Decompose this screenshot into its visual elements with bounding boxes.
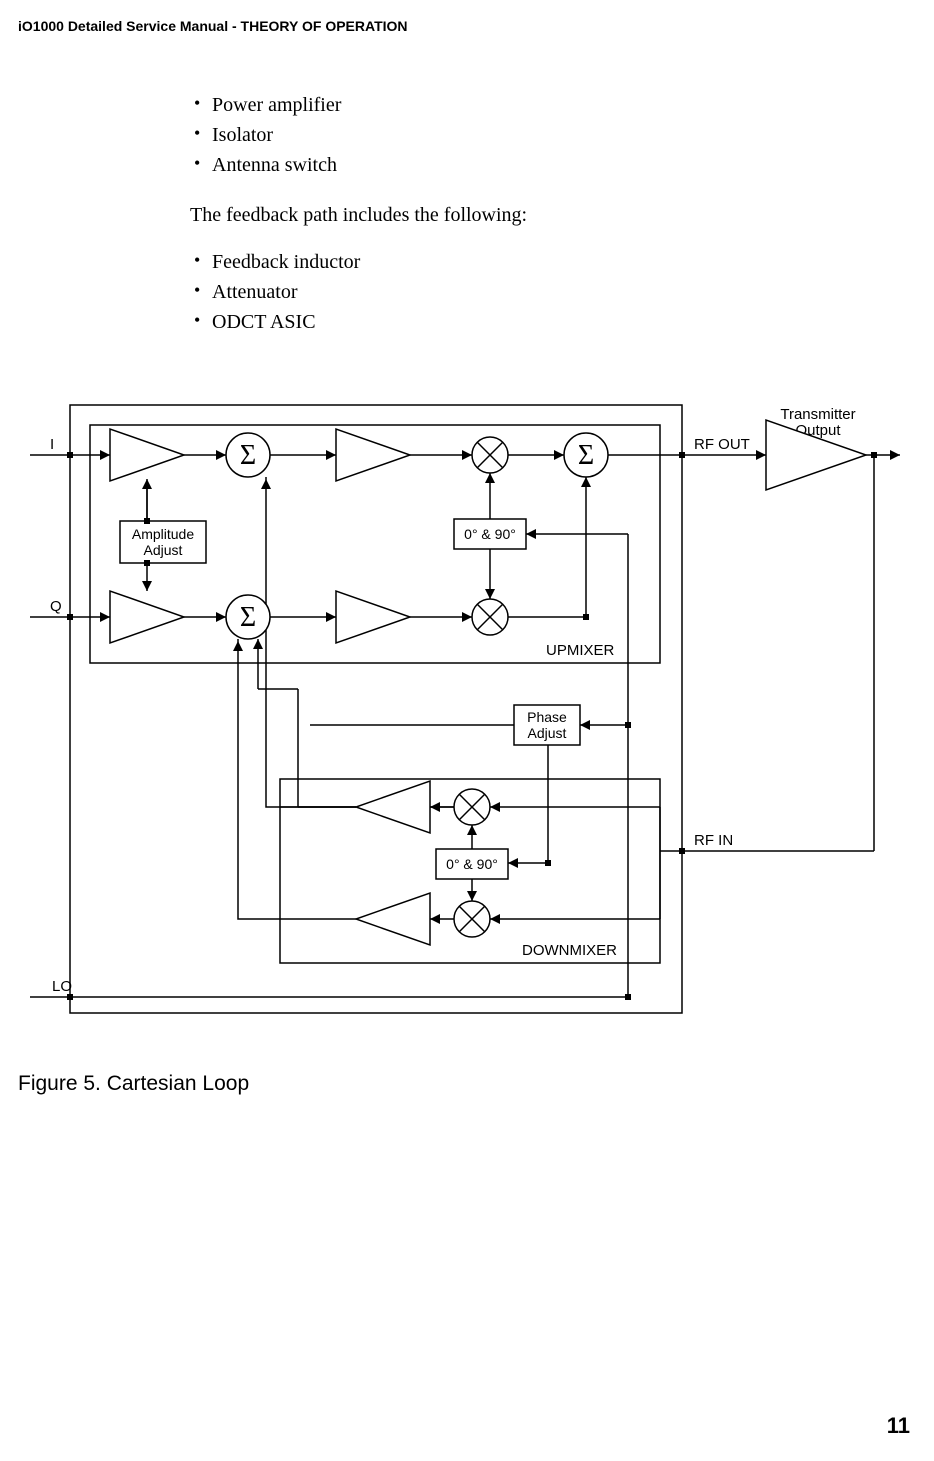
svg-text:Amplitude: Amplitude [132,526,194,542]
list-item: Feedback inductor [190,247,850,277]
page-number: 11 [887,1413,910,1439]
svg-text:Transmitter: Transmitter [780,406,855,423]
content-area: Power amplifier Isolator Antenna switch … [190,90,850,361]
page-header: iO1000 Detailed Service Manual - THEORY … [18,18,408,34]
feedback-path-list: Feedback inductor Attenuator ODCT ASIC [190,247,850,337]
svg-text:RF OUT: RF OUT [694,436,750,453]
svg-text:0° & 90°: 0° & 90° [446,856,498,872]
svg-text:DOWNMIXER: DOWNMIXER [522,942,617,959]
svg-text:Σ: Σ [240,602,256,633]
svg-text:UPMIXER: UPMIXER [546,642,615,659]
list-item: Antenna switch [190,150,850,180]
svg-text:I: I [50,436,54,453]
forward-path-list: Power amplifier Isolator Antenna switch [190,90,850,180]
svg-text:Q: Q [50,598,62,615]
svg-text:0° & 90°: 0° & 90° [464,526,516,542]
cartesian-loop-diagram: UPMIXER DOWNMIXER I Q LO RF OUT RF IN Transmitt… [10,379,915,1039]
list-item: Isolator [190,120,850,150]
svg-text:Adjust: Adjust [528,725,567,741]
svg-text:Adjust: Adjust [144,542,183,558]
svg-text:Phase: Phase [527,709,567,725]
list-item: Power amplifier [190,90,850,120]
svg-text:Σ: Σ [578,440,594,471]
figure-caption: Figure 5. Cartesian Loop [18,1072,249,1096]
feedback-intro: The feedback path includes the following… [190,204,850,227]
svg-text:RF IN: RF IN [694,832,733,849]
list-item: Attenuator [190,277,850,307]
svg-text:LO: LO [52,978,72,995]
list-item: ODCT ASIC [190,307,850,337]
svg-text:Σ: Σ [240,440,256,471]
